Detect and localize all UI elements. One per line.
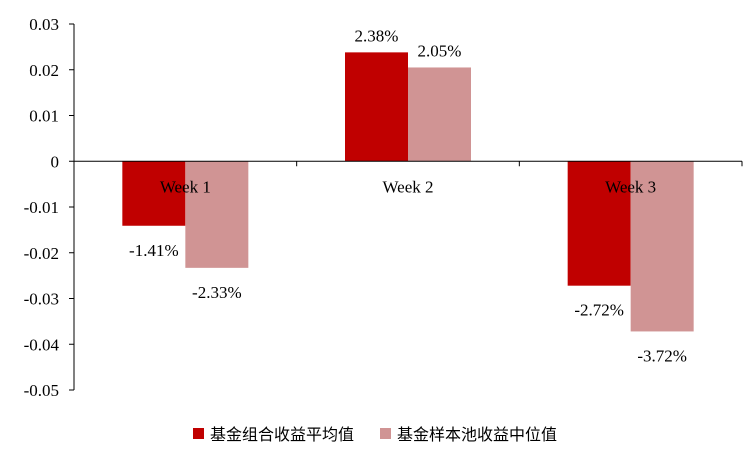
bar-series-1 — [345, 52, 408, 162]
x-category-label: Week 1 — [160, 177, 211, 196]
x-category-label: Week 3 — [605, 177, 656, 196]
legend: 基金组合收益平均值 基金样本池收益中位值 — [0, 418, 750, 448]
x-category-label: Week 2 — [382, 177, 433, 196]
bar-series-2 — [408, 67, 471, 162]
legend-item-series-2: 基金样本池收益中位值 — [380, 421, 557, 445]
data-label-series-1: -1.41% — [129, 241, 179, 260]
y-tick-label: -0.05 — [24, 381, 59, 400]
data-label-series-2: 2.05% — [418, 41, 462, 60]
y-tick-label: 0.03 — [29, 15, 59, 34]
legend-item-series-1: 基金组合收益平均值 — [192, 421, 354, 445]
legend-label-series-2: 基金样本池收益中位值 — [397, 425, 558, 444]
y-tick-label: -0.04 — [24, 335, 60, 354]
legend-swatch-series-2 — [380, 427, 391, 439]
bar-chart: 0.03 0.02 0.01 0 -0.01 -0.02 -0.03 -0.04 -0.05 We… — [24, 15, 743, 400]
data-label-series-1: 2.38% — [355, 26, 399, 45]
legend-label-series-1: 基金组合收益平均值 — [209, 425, 354, 444]
y-tick-label: -0.01 — [24, 198, 59, 217]
data-label-series-2: -3.72% — [637, 346, 687, 365]
y-tick-label: -0.03 — [24, 290, 59, 309]
data-label-series-1: -2.72% — [574, 301, 624, 320]
y-tick-label: 0.02 — [29, 61, 59, 80]
legend-swatch-series-1 — [192, 427, 204, 439]
y-tick-label: 0 — [51, 152, 60, 171]
data-label-series-2: -2.33% — [192, 283, 242, 302]
bar-series-1 — [567, 161, 631, 286]
bar-series-2 — [185, 161, 249, 268]
y-tick-label: -0.02 — [24, 244, 59, 263]
bar-series-1 — [122, 161, 186, 226]
bar-series-2 — [630, 161, 694, 332]
y-tick-label: 0.01 — [29, 107, 59, 126]
